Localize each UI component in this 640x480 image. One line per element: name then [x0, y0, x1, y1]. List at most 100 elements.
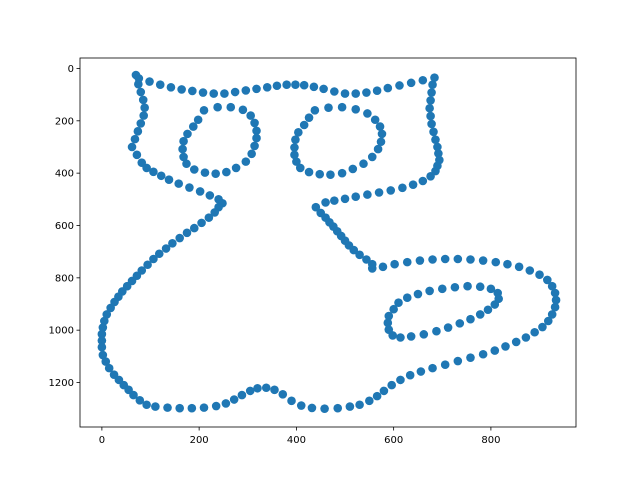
data-point — [142, 163, 151, 173]
data-point — [140, 103, 149, 113]
data-point — [419, 330, 429, 339]
data-point — [333, 403, 343, 413]
data-point — [97, 336, 107, 345]
data-point — [426, 111, 435, 121]
data-point — [250, 141, 259, 151]
data-point — [290, 143, 299, 152]
data-point — [98, 350, 108, 360]
data-point — [390, 259, 399, 269]
data-point — [431, 135, 440, 144]
data-point — [408, 180, 418, 189]
y-tick-label: 1200 — [49, 378, 74, 389]
data-point — [525, 266, 535, 275]
data-point — [179, 136, 188, 146]
data-point — [142, 400, 151, 410]
data-points — [97, 70, 561, 413]
data-point — [319, 84, 328, 94]
x-tick-label: 200 — [190, 435, 209, 446]
data-point — [521, 333, 531, 342]
data-point — [189, 165, 199, 174]
data-point — [463, 281, 472, 291]
data-point — [379, 386, 389, 396]
data-point — [262, 83, 272, 92]
data-point — [340, 89, 350, 98]
data-point — [199, 403, 209, 412]
data-point — [136, 119, 146, 128]
data-point — [530, 327, 539, 337]
data-point — [405, 370, 415, 380]
data-point — [440, 360, 450, 370]
data-point — [428, 363, 437, 373]
data-point — [231, 163, 241, 173]
data-point — [291, 135, 300, 144]
x-tick-label: 600 — [384, 435, 403, 446]
data-point — [363, 109, 372, 118]
data-point — [372, 391, 382, 401]
y-tick-label: 1000 — [49, 326, 74, 337]
y-tick-label: 400 — [55, 169, 74, 180]
data-point — [98, 323, 108, 332]
data-point — [384, 311, 394, 321]
data-point — [136, 87, 146, 97]
data-point — [143, 260, 152, 270]
data-point — [550, 302, 560, 312]
data-point — [182, 159, 191, 169]
data-point — [345, 402, 355, 411]
data-point — [292, 157, 301, 166]
data-point — [355, 250, 364, 260]
data-point — [134, 74, 144, 83]
data-point — [362, 88, 371, 97]
data-point — [175, 233, 184, 243]
data-point — [427, 88, 436, 97]
data-point — [321, 198, 330, 207]
data-point — [189, 223, 199, 233]
data-point — [294, 128, 303, 137]
data-point — [387, 380, 397, 390]
data-point — [395, 81, 404, 90]
data-point — [221, 399, 231, 408]
data-point — [101, 357, 111, 366]
data-point — [290, 150, 299, 160]
data-point — [383, 318, 393, 328]
data-point — [413, 289, 423, 299]
data-point — [211, 169, 220, 178]
y-axis: 0 200 400 600 800 1000 1200 — [49, 64, 80, 389]
data-point — [372, 86, 382, 96]
y-tick-label: 200 — [55, 116, 74, 127]
data-point — [156, 171, 166, 181]
data-point — [311, 202, 321, 212]
data-point — [430, 73, 439, 82]
data-point — [211, 401, 221, 411]
data-point — [376, 137, 386, 147]
data-point — [535, 270, 544, 279]
data-point — [320, 404, 329, 413]
y-tick-label: 600 — [55, 221, 74, 232]
data-point — [299, 80, 309, 90]
data-point — [326, 170, 335, 180]
data-point — [370, 115, 380, 125]
data-point — [238, 105, 248, 115]
data-point — [291, 80, 300, 89]
data-point — [362, 255, 371, 264]
data-point — [182, 228, 192, 238]
data-point — [250, 118, 259, 128]
data-point — [106, 303, 115, 313]
data-point — [490, 300, 500, 309]
data-point — [543, 275, 552, 285]
data-point — [475, 310, 485, 319]
data-point — [213, 102, 222, 112]
data-point — [398, 183, 407, 193]
data-point — [374, 188, 384, 197]
data-point — [130, 134, 140, 144]
data-point — [340, 194, 350, 204]
data-point — [183, 129, 192, 139]
data-point — [466, 314, 475, 324]
data-point — [351, 104, 361, 114]
data-point — [193, 115, 203, 125]
data-point — [287, 396, 296, 406]
data-point — [478, 349, 488, 359]
data-point — [491, 257, 501, 267]
data-point — [261, 383, 271, 393]
x-tick-label: 0 — [99, 435, 105, 446]
